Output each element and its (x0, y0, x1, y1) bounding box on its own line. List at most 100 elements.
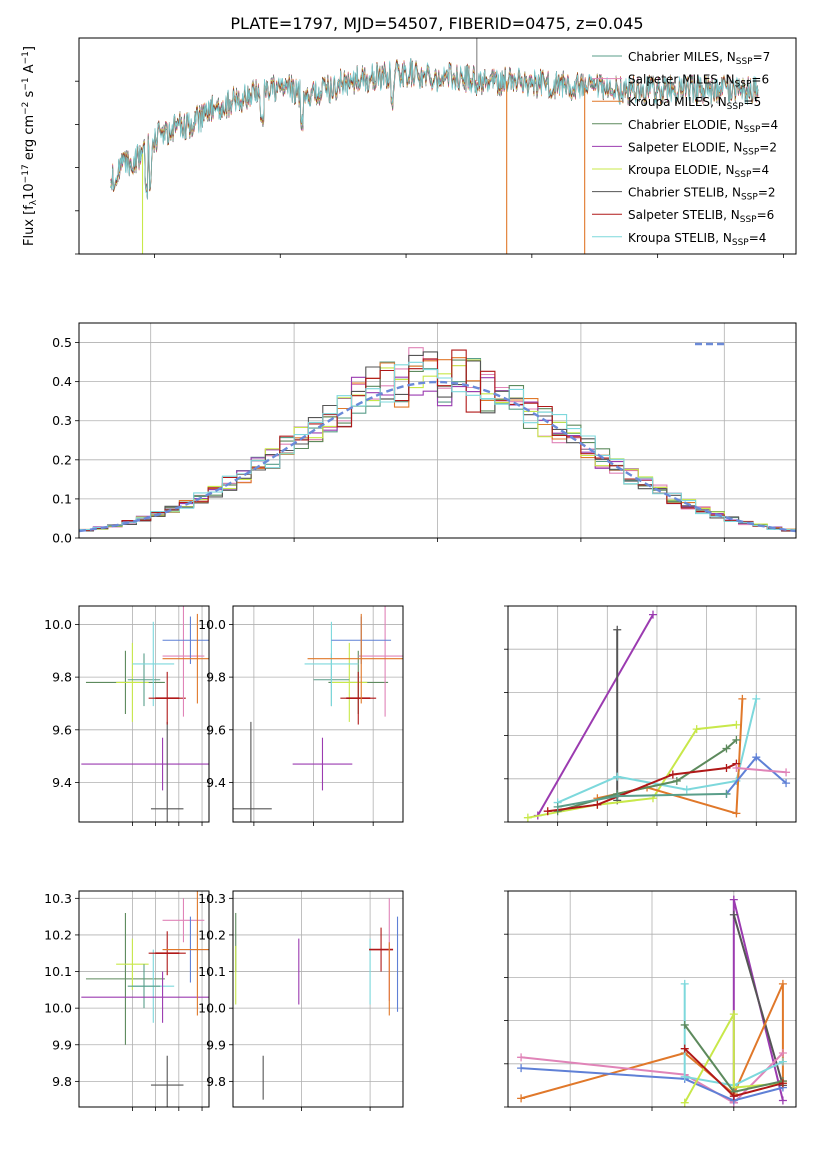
legend-nssp-sub: SSP (742, 147, 759, 157)
weight-marker-blue (782, 779, 791, 788)
weight-line-chabrier-stelib (732, 914, 784, 1086)
y-axis-label-part: −17 (21, 164, 31, 183)
legend-nssp-eq: = (751, 163, 761, 177)
plot-area (235, 898, 399, 1100)
legend-nssp-sub: SSP (741, 193, 758, 203)
y-tick-label: 9.4 (52, 775, 72, 790)
y-axis-label: Flux [fλ10−17 erg cm−2 s−1 A−1] (21, 46, 39, 246)
legend-series-name: Chabrier STELIB (628, 186, 724, 200)
y-tick-label: 9.9 (206, 1037, 226, 1052)
weight-marker-kroupa-stelib (680, 979, 689, 988)
legend-nssp-sub: SSP (732, 238, 749, 248)
plot-area (81, 891, 209, 1107)
weight-marker-kroupa-stelib (682, 785, 691, 794)
legend-nssp-value: 4 (759, 231, 767, 245)
errorbar-blue (162, 616, 209, 664)
y-tick-label: 9.6 (52, 722, 72, 737)
y-axis-label-part: ] (22, 46, 37, 51)
weight-marker-kroupa-elodie (692, 725, 701, 734)
weight-marker-chabrier-stelib (613, 625, 622, 634)
axes-frame (232, 890, 404, 1108)
weight-marker-salpeter-stelib (778, 1079, 787, 1088)
y-tick-label: 9.8 (206, 1074, 226, 1089)
weight-marker-salpeter-stelib (722, 764, 731, 772)
y-tick-label: 10.0 (198, 617, 226, 632)
weight-marker-salpeter-elodie (729, 895, 738, 904)
errorbar-kroupa-elodie (116, 642, 149, 722)
errorbar-salpeter-stelib (148, 671, 186, 725)
axes-frame (507, 890, 797, 1108)
errorbar-chabrier-stelib (150, 721, 184, 822)
legend-nssp-sub: SSP (735, 80, 752, 90)
y-tick-label: 10.2 (44, 927, 72, 942)
errorbar-chabrier-stelib (233, 721, 272, 822)
legend-nssp-sub: SSP (740, 215, 757, 225)
weight-marker-blue (752, 753, 761, 762)
legend-nssp-prefix: , N (726, 140, 743, 154)
weight-marker-kroupa-stelib (680, 1072, 689, 1081)
weight-marker-chabrier-elodie (680, 1020, 689, 1029)
y-tick-label: 10.0 (44, 617, 72, 632)
legend-label: Salpeter STELIB, NSSP=6 (628, 208, 774, 225)
weight-marker-chabrier-miles (722, 789, 731, 798)
y-axis-label-part: −2 (21, 102, 31, 115)
weight-marker-salpeter-stelib (593, 800, 602, 809)
plot-area (523, 610, 791, 822)
y-axis-label-part: Flux [f (22, 205, 37, 246)
legend-nssp-eq: = (744, 95, 754, 109)
y-axis-label-part: −1 (21, 77, 31, 90)
legend-series-name: Kroupa STELIB (628, 231, 715, 245)
panel-residuals: 0.0 0.1 0.2 0.3 0.4 0.5 (52, 322, 797, 546)
weight-marker-kroupa-miles (778, 979, 787, 988)
axes-frame (507, 605, 797, 823)
errorbar-salpeter-stelib (340, 671, 377, 725)
panel-weight-vs-age (504, 605, 797, 826)
legend-nssp-sub: SSP (727, 102, 744, 112)
weight-marker-kroupa-elodie (680, 1098, 689, 1107)
weight-marker-kroupa-miles (517, 1094, 526, 1103)
weight-line-salpeter-elodie (536, 614, 654, 816)
legend-nssp-prefix: , N (724, 186, 741, 200)
legend-nssp-eq: = (753, 50, 763, 64)
weight-marker-chabrier-elodie (672, 776, 681, 785)
panel-age-vs-Z: 9.4 9.6 9.8 10.0 (44, 605, 210, 826)
legend-label: Chabrier ELODIE, NSSP=4 (628, 118, 778, 135)
errorbar-chabrier-elodie (85, 912, 165, 1045)
errorbar-kroupa-miles (162, 891, 209, 1016)
y-tick-label: 9.8 (206, 670, 226, 685)
weight-marker-salpeter-miles (517, 1053, 526, 1062)
legend-series-name: Salpeter STELIB (628, 208, 723, 222)
errorbar-kroupa-miles (162, 613, 209, 704)
weight-marker-salpeter-stelib (680, 1044, 689, 1053)
weight-line-salpeter-miles (736, 767, 787, 774)
weight-marker-blue (517, 1064, 526, 1073)
errorbar-salpeter-elodie (81, 971, 209, 1023)
y-axis-label-part: 10 (22, 183, 37, 200)
errorbar-chabrier-miles (127, 964, 161, 1009)
legend-nssp-eq: = (760, 118, 770, 132)
panel-weight-vs-Z (504, 890, 797, 1111)
weight-marker-chabrier-stelib (729, 910, 738, 919)
weight-marker-chabrier-elodie (732, 735, 741, 744)
errorbar-salpeter-stelib (148, 931, 186, 976)
weight-marker-kroupa-stelib (613, 772, 622, 781)
weight-marker-kroupa-elodie (729, 1010, 738, 1019)
axes-frame (78, 890, 210, 1108)
y-tick-label: 9.9 (52, 1037, 72, 1052)
plot-area (81, 606, 209, 822)
errorbar-kroupa-miles (307, 613, 403, 704)
legend-nssp-prefix: , N (723, 208, 740, 222)
gaussian-curve (79, 380, 796, 533)
weight-marker-salpeter-miles (782, 768, 791, 777)
weight-marker-kroupa-stelib (752, 694, 761, 703)
weight-marker-salpeter-stelib (543, 807, 552, 816)
y-tick-label: 10.0 (44, 1001, 72, 1016)
legend-label: Kroupa STELIB, NSSP=4 (628, 231, 766, 248)
legend-nssp-sub: SSP (736, 57, 753, 67)
y-tick-label: 10.3 (44, 891, 72, 906)
legend-nssp-eq: = (757, 208, 767, 222)
legend-nssp-eq: = (759, 140, 769, 154)
legend-nssp-prefix: , N (715, 231, 732, 245)
legend-label: Salpeter ELODIE, NSSP=2 (628, 140, 777, 157)
panel-mass-vs-Z: 9.8 9.9 10.0 10.1 10.2 10.3 (44, 890, 210, 1111)
